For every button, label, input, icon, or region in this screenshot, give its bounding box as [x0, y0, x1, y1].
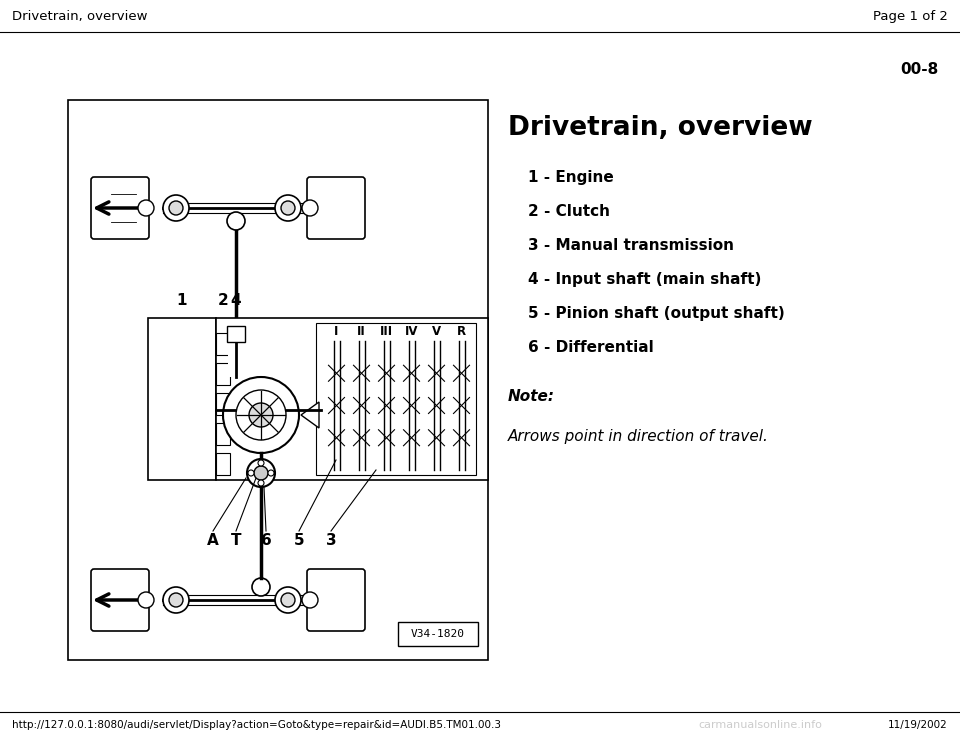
Text: I: I: [334, 325, 339, 338]
Text: T: T: [230, 533, 241, 548]
Circle shape: [252, 578, 270, 596]
Circle shape: [247, 459, 275, 487]
Circle shape: [169, 593, 183, 607]
Bar: [68, 100, 488, 660]
Text: 4 - Input shaft (main shaft): 4 - Input shaft (main shaft): [528, 272, 761, 287]
Circle shape: [258, 460, 264, 466]
FancyBboxPatch shape: [398, 622, 478, 646]
Bar: [228, 338, 244, 377]
Bar: [216, 333, 230, 355]
Bar: [216, 423, 230, 445]
Circle shape: [163, 195, 189, 221]
Bar: [148, 318, 216, 480]
Circle shape: [248, 470, 254, 476]
Bar: [227, 326, 245, 342]
Text: 6 - Differential: 6 - Differential: [528, 340, 654, 355]
Circle shape: [138, 200, 154, 216]
Circle shape: [163, 587, 189, 613]
Text: 6: 6: [260, 533, 272, 548]
Text: IV: IV: [405, 325, 419, 338]
Circle shape: [281, 201, 295, 215]
Text: 2 - Clutch: 2 - Clutch: [528, 204, 610, 219]
Text: Note:: Note:: [508, 389, 555, 404]
Text: 3: 3: [325, 533, 336, 548]
FancyBboxPatch shape: [91, 177, 149, 239]
Text: V34-1820: V34-1820: [411, 629, 465, 639]
Polygon shape: [301, 402, 319, 428]
Bar: [216, 393, 230, 415]
Text: III: III: [380, 325, 393, 338]
Bar: [316, 323, 476, 475]
Text: 4: 4: [230, 293, 241, 308]
Circle shape: [254, 466, 268, 480]
Circle shape: [227, 212, 245, 230]
Circle shape: [258, 480, 264, 486]
Circle shape: [302, 592, 318, 608]
Text: Arrows point in direction of travel.: Arrows point in direction of travel.: [508, 429, 769, 444]
FancyBboxPatch shape: [91, 569, 149, 631]
Text: 2: 2: [218, 293, 228, 308]
Circle shape: [275, 195, 301, 221]
Text: 5 - Pinion shaft (output shaft): 5 - Pinion shaft (output shaft): [528, 306, 784, 321]
Text: Drivetrain, overview: Drivetrain, overview: [508, 115, 812, 141]
Text: V: V: [432, 325, 441, 338]
FancyBboxPatch shape: [307, 569, 365, 631]
Circle shape: [169, 201, 183, 215]
Text: carmanualsonline.info: carmanualsonline.info: [698, 720, 822, 730]
Text: Page 1 of 2: Page 1 of 2: [874, 10, 948, 23]
Circle shape: [302, 200, 318, 216]
Text: 11/19/2002: 11/19/2002: [888, 720, 948, 730]
Text: http://127.0.0.1:8080/audi/servlet/Display?action=Goto&type=repair&id=AUDI.B5.TM: http://127.0.0.1:8080/audi/servlet/Displ…: [12, 720, 501, 730]
Circle shape: [249, 403, 273, 427]
Circle shape: [236, 390, 286, 440]
FancyBboxPatch shape: [307, 177, 365, 239]
Text: 5: 5: [294, 533, 304, 548]
Text: 3 - Manual transmission: 3 - Manual transmission: [528, 238, 734, 253]
Circle shape: [281, 593, 295, 607]
Circle shape: [223, 377, 299, 453]
Bar: [216, 453, 230, 475]
Circle shape: [268, 470, 274, 476]
Circle shape: [138, 592, 154, 608]
Text: 1 - Engine: 1 - Engine: [528, 170, 613, 185]
Text: II: II: [357, 325, 366, 338]
Bar: [216, 318, 488, 480]
Bar: [216, 363, 230, 385]
Text: 1: 1: [177, 293, 187, 308]
Text: Drivetrain, overview: Drivetrain, overview: [12, 10, 148, 23]
Text: R: R: [457, 325, 466, 338]
Circle shape: [275, 587, 301, 613]
Text: A: A: [207, 533, 219, 548]
Text: 00-8: 00-8: [900, 62, 938, 77]
